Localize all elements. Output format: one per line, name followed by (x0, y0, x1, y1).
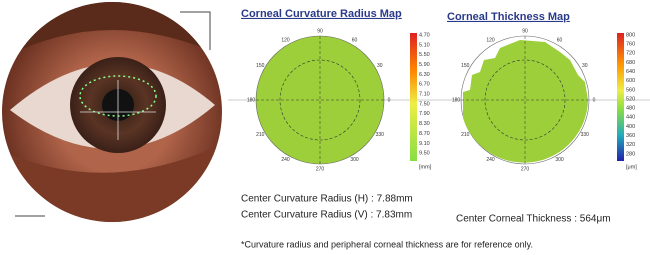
scale-label: 520 (626, 96, 635, 102)
scale-label: 680 (626, 60, 635, 66)
angle-label: 270 (521, 166, 530, 172)
angle-label: 330 (376, 132, 385, 138)
scale-label: 760 (626, 42, 635, 48)
eye-photo (0, 0, 230, 230)
scale-label: 8.30 (419, 121, 430, 127)
angle-label: 180 (452, 97, 461, 103)
angle-label: 90 (317, 28, 323, 34)
angle-label: 30 (582, 63, 588, 69)
angle-label: 210 (256, 132, 265, 138)
scale-label: 400 (626, 124, 635, 130)
scale-label: 640 (626, 69, 635, 75)
footnote: *Curvature radius and peripheral corneal… (241, 239, 533, 249)
color-bar (410, 33, 417, 161)
angle-label: 270 (316, 166, 325, 172)
scale-label: 5.50 (419, 52, 430, 58)
scale-label: 9.10 (419, 141, 430, 147)
scale-label: 7.50 (419, 101, 430, 107)
result-text: Center Curvature Radius (H) : 7.88mm (241, 194, 413, 205)
scale-label: 7.10 (419, 92, 430, 98)
curvature-map (256, 36, 384, 164)
angle-label: 150 (461, 63, 470, 69)
scale-label: 320 (626, 142, 635, 148)
scale-label: 6.70 (419, 82, 430, 88)
angle-label: 60 (352, 38, 358, 44)
angle-label: 150 (256, 63, 265, 69)
angle-label: 300 (555, 157, 564, 163)
scale-label: 7.90 (419, 111, 430, 117)
scale-label: 360 (626, 133, 635, 139)
scale-label: 9.50 (419, 151, 430, 157)
scale-label: 800 (626, 32, 635, 38)
scale-label: 280 (626, 151, 635, 157)
angle-label: 0 (388, 97, 391, 103)
map-title: Corneal Thickness Map (447, 11, 570, 23)
angle-label: 330 (581, 132, 590, 138)
scale-label: 720 (626, 51, 635, 57)
angle-label: 30 (377, 63, 383, 69)
result-text: Center Curvature Radius (V) : 7.83mm (241, 210, 412, 221)
scale-unit: [mm] (419, 164, 432, 170)
scale-label: 480 (626, 106, 635, 112)
map-title: Corneal Curvature Radius Map (241, 8, 402, 20)
scale-label: 8.70 (419, 131, 430, 137)
angle-label: 60 (557, 38, 563, 44)
angle-label: 240 (281, 157, 290, 163)
scale-label: 600 (626, 78, 635, 84)
angle-label: 210 (461, 132, 470, 138)
angle-label: 120 (281, 38, 290, 44)
scale-label: 4.70 (419, 32, 430, 38)
scale-label: 6.30 (419, 72, 430, 78)
color-bar (617, 33, 624, 161)
result-text: Center Corneal Thickness : 564μm (456, 214, 611, 225)
scale-unit: [μm] (626, 164, 637, 170)
scale-label: 440 (626, 115, 635, 121)
scale-label: 5.90 (419, 62, 430, 68)
angle-label: 240 (486, 157, 495, 163)
scale-label: 5.10 (419, 42, 430, 48)
angle-label: 120 (486, 38, 495, 44)
angle-label: 90 (522, 28, 528, 34)
angle-label: 300 (350, 157, 359, 163)
angle-label: 180 (247, 97, 256, 103)
angle-label: 0 (593, 97, 596, 103)
screen: Corneal Curvature Radius Map Corneal Thi… (0, 0, 650, 255)
scale-label: 560 (626, 87, 635, 93)
